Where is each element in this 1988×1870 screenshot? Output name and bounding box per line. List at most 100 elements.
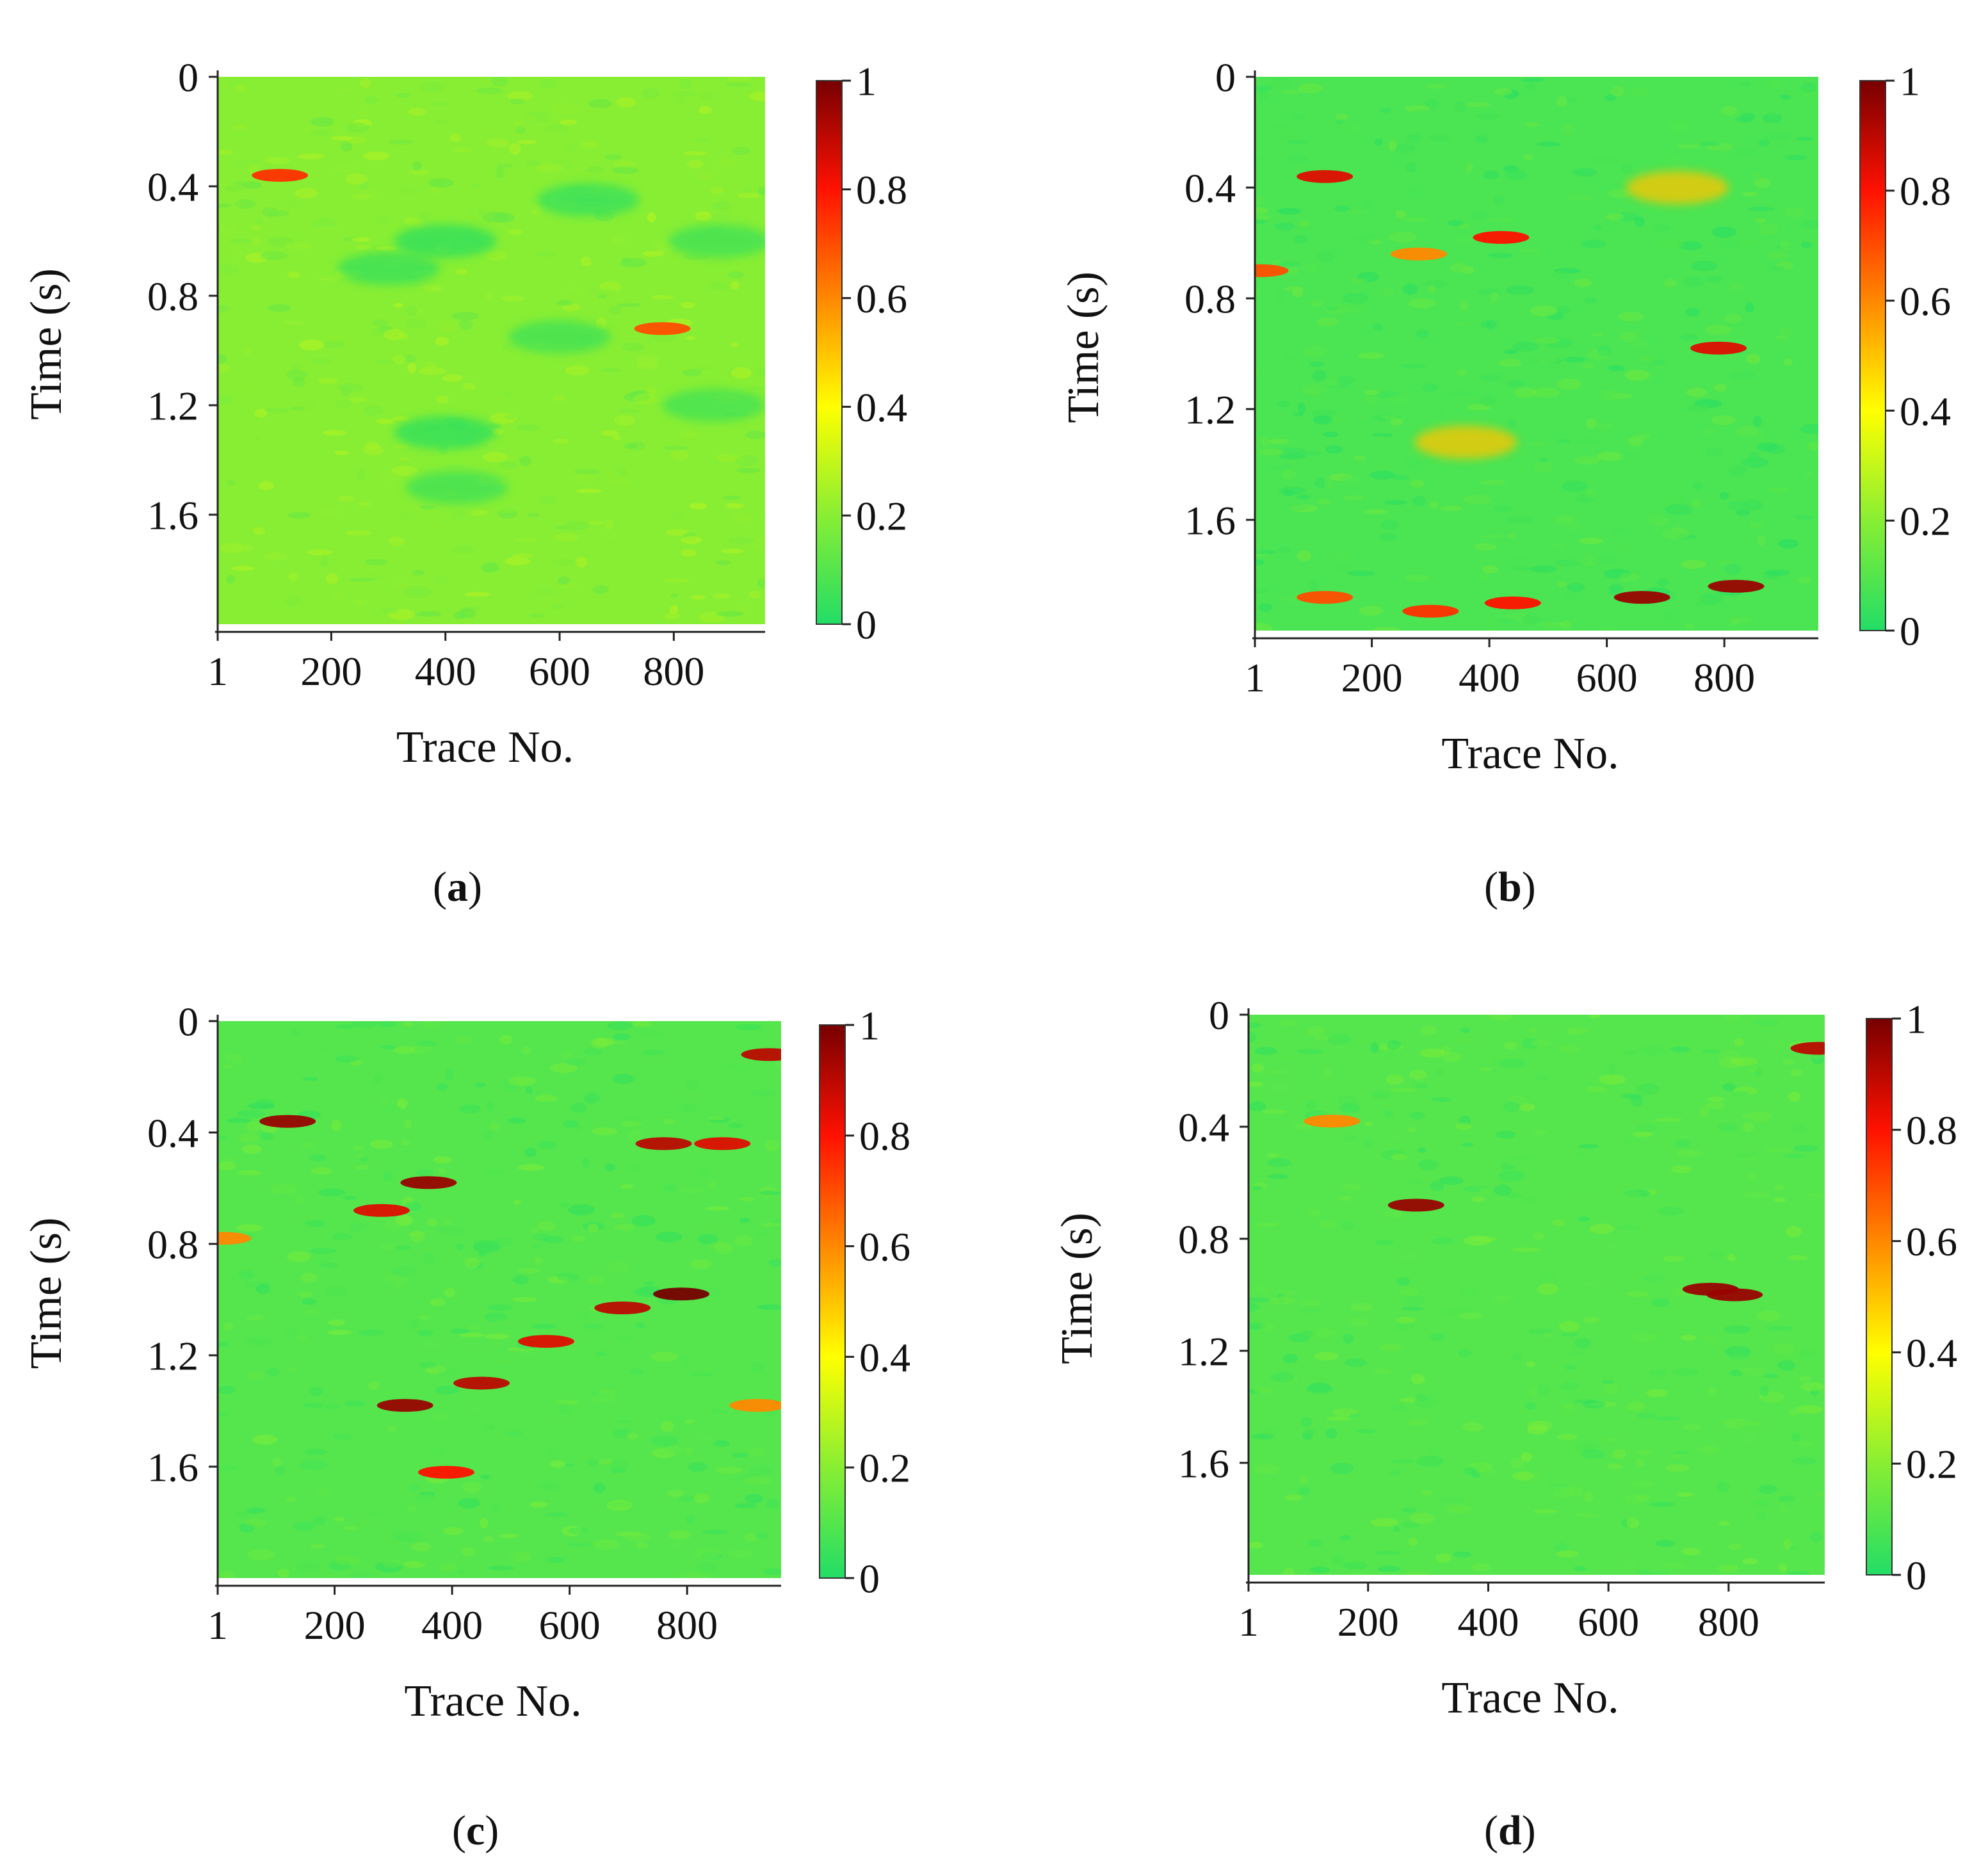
texture-speck — [1402, 1306, 1425, 1311]
texture-speck — [311, 117, 334, 127]
texture-speck — [749, 92, 765, 101]
texture-speck — [1636, 1123, 1658, 1132]
texture-speck — [643, 1281, 655, 1286]
colorbar-tick-label: 0 — [856, 602, 877, 647]
texture-speck — [1326, 1416, 1351, 1421]
texture-speck — [1390, 1405, 1406, 1411]
texture-speck — [1601, 627, 1613, 631]
texture-speck — [408, 108, 426, 116]
texture-speck — [1523, 154, 1533, 161]
texture-speck — [1459, 223, 1471, 230]
texture-speck — [1282, 1442, 1293, 1450]
texture-speck — [609, 479, 631, 486]
y-tick-label: 0 — [1209, 992, 1229, 1038]
texture-speck — [1307, 580, 1320, 592]
texture-speck — [590, 612, 613, 620]
texture-speck — [679, 1103, 698, 1114]
texture-speck — [1562, 590, 1585, 600]
texture-speck — [310, 1544, 326, 1549]
texture-speck — [579, 141, 599, 149]
colorbar-tick-label: 0.8 — [1900, 168, 1951, 214]
texture-speck — [537, 1221, 556, 1231]
texture-speck — [459, 608, 476, 618]
texture-speck — [1669, 1046, 1691, 1053]
texture-speck — [1379, 1344, 1402, 1351]
colorbar-tick-label: 0.2 — [1900, 499, 1951, 544]
texture-speck — [1293, 235, 1308, 244]
heatmap-feature — [218, 1232, 252, 1245]
heatmap-feature — [353, 1204, 410, 1217]
heatmap-feature — [1706, 1288, 1763, 1302]
texture-speck — [1515, 591, 1543, 598]
x-tick-label: 800 — [656, 1602, 718, 1648]
texture-speck — [576, 1175, 603, 1180]
texture-speck — [1523, 1197, 1540, 1203]
texture-speck — [624, 443, 638, 449]
texture-speck — [1373, 433, 1393, 438]
texture-speck — [369, 1140, 393, 1149]
texture-speck — [1429, 501, 1439, 508]
texture-speck — [546, 1449, 562, 1456]
texture-speck — [1296, 494, 1311, 500]
texture-speck — [1567, 522, 1581, 531]
texture-speck — [1693, 481, 1703, 490]
texture-speck — [1277, 261, 1300, 267]
texture-speck — [1334, 205, 1351, 212]
texture-speck — [1784, 359, 1793, 366]
texture-speck — [606, 1500, 633, 1511]
texture-speck — [1511, 555, 1527, 561]
texture-speck — [236, 1224, 263, 1232]
texture-speck — [1610, 527, 1625, 534]
texture-speck — [218, 1341, 230, 1347]
texture-speck — [682, 1355, 690, 1366]
texture-speck — [1539, 457, 1548, 463]
texture-speck — [1297, 1487, 1311, 1495]
texture-speck — [1621, 164, 1633, 174]
texture-speck — [620, 1184, 634, 1189]
texture-speck — [1685, 623, 1695, 629]
texture-speck — [1487, 218, 1514, 223]
texture-speck — [697, 1561, 718, 1572]
texture-speck — [1303, 1428, 1317, 1434]
texture-speck — [1753, 415, 1762, 428]
texture-speck — [1403, 283, 1418, 295]
texture-speck — [1362, 200, 1373, 212]
texture-speck — [1786, 1571, 1811, 1575]
texture-speck — [455, 268, 468, 275]
texture-speck — [1768, 487, 1791, 493]
y-tick-label: 0.8 — [147, 1221, 198, 1267]
texture-speck — [647, 387, 656, 396]
texture-speck — [699, 106, 712, 115]
texture-speck — [392, 355, 407, 364]
texture-speck — [727, 1549, 754, 1559]
texture-speck — [438, 1225, 465, 1236]
texture-speck — [1783, 1538, 1791, 1551]
x-tick-label: 400 — [1457, 1599, 1519, 1645]
texture-speck — [1275, 291, 1284, 302]
texture-speck — [1512, 1471, 1535, 1481]
texture-speck — [1626, 1291, 1649, 1297]
texture-speck — [246, 1121, 261, 1132]
texture-speck — [1340, 307, 1365, 313]
texture-speck — [306, 549, 332, 556]
texture-speck — [1775, 335, 1790, 340]
x-tick-label: 200 — [304, 1602, 366, 1648]
texture-speck — [663, 578, 690, 583]
texture-speck — [1532, 1232, 1544, 1241]
texture-speck — [1326, 306, 1339, 311]
texture-speck — [1464, 1236, 1491, 1246]
texture-speck — [312, 357, 332, 364]
texture-speck — [239, 1132, 259, 1143]
texture-speck — [519, 455, 532, 466]
texture-speck — [302, 1142, 314, 1149]
texture-speck — [1555, 1542, 1568, 1553]
texture-speck — [297, 1335, 307, 1342]
texture-speck — [1432, 1237, 1456, 1245]
texture-speck — [1400, 1521, 1420, 1528]
texture-speck — [1255, 369, 1266, 376]
y-tick-label: 0.8 — [1184, 276, 1236, 321]
texture-speck — [612, 435, 622, 440]
texture-speck — [404, 1118, 412, 1129]
texture-speck — [1556, 306, 1570, 314]
texture-speck — [305, 1220, 326, 1227]
